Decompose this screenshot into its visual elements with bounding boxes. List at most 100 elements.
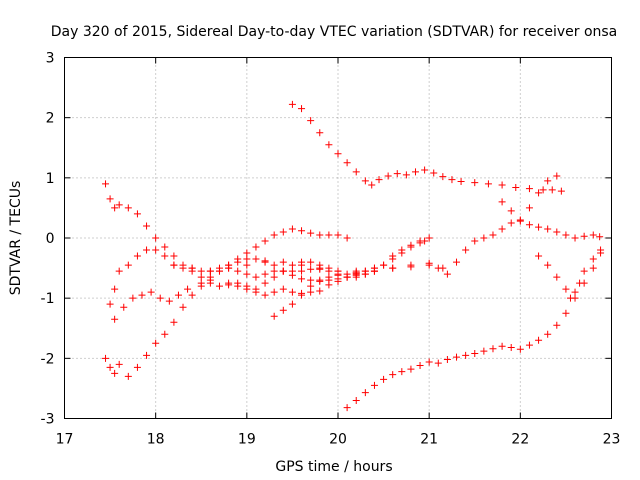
- data-point: [115, 201, 123, 209]
- data-point: [507, 207, 515, 215]
- x-tick-label: 21: [420, 432, 438, 448]
- data-point: [425, 358, 433, 366]
- data-point: [288, 300, 296, 308]
- data-point: [270, 267, 278, 275]
- data-point: [152, 246, 160, 254]
- data-point: [252, 273, 260, 281]
- data-point: [507, 344, 515, 352]
- data-point: [471, 237, 479, 245]
- data-point: [307, 276, 315, 284]
- data-point: [270, 231, 278, 239]
- data-point: [325, 231, 333, 239]
- data-point: [307, 282, 315, 290]
- data-point: [325, 267, 333, 275]
- data-point: [115, 267, 123, 275]
- y-tick-label: -2: [41, 351, 55, 367]
- data-point: [462, 351, 470, 359]
- data-point: [161, 243, 169, 251]
- data-point: [129, 294, 137, 302]
- series-7: [102, 180, 433, 293]
- data-point: [535, 336, 543, 344]
- series-11: [270, 237, 429, 320]
- data-point: [402, 171, 410, 179]
- data-point: [188, 264, 196, 272]
- data-point: [307, 258, 315, 266]
- data-point: [535, 252, 543, 260]
- chart-title: Day 320 of 2015, Sidereal Day-to-day VTE…: [51, 24, 618, 40]
- y-tick-label: 2: [46, 111, 55, 127]
- data-point: [525, 341, 533, 349]
- data-point: [571, 234, 579, 242]
- data-point: [120, 303, 128, 311]
- data-point: [507, 219, 515, 227]
- data-point: [516, 345, 524, 353]
- series-9: [111, 259, 442, 323]
- data-point: [179, 264, 187, 272]
- data-point: [161, 252, 169, 260]
- data-point: [115, 360, 123, 368]
- data-point: [343, 159, 351, 167]
- data-point: [252, 243, 260, 251]
- data-point: [288, 267, 296, 275]
- x-tick-label: 23: [603, 432, 621, 448]
- data-point: [206, 273, 214, 281]
- data-point: [307, 229, 315, 237]
- data-point: [106, 300, 114, 308]
- y-tick-label: -1: [41, 291, 55, 307]
- data-point: [325, 141, 333, 149]
- series-1: [288, 100, 565, 195]
- data-point: [316, 287, 324, 295]
- y-tick-label: 3: [46, 51, 55, 67]
- data-point: [147, 288, 155, 296]
- data-point: [498, 342, 506, 350]
- data-point: [288, 288, 296, 296]
- data-point: [352, 269, 360, 277]
- data-point: [421, 237, 429, 245]
- data-point: [124, 261, 132, 269]
- data-point: [462, 246, 470, 254]
- series-3: [535, 246, 605, 302]
- data-point: [334, 231, 342, 239]
- data-point: [489, 231, 497, 239]
- data-point: [270, 261, 278, 269]
- data-point: [398, 368, 406, 376]
- data-point: [411, 168, 419, 176]
- data-point: [389, 371, 397, 379]
- data-point: [188, 291, 196, 299]
- data-point: [525, 204, 533, 212]
- data-point: [261, 237, 269, 245]
- data-point: [143, 222, 151, 230]
- data-point: [133, 252, 141, 260]
- data-point: [434, 359, 442, 367]
- data-point: [380, 375, 388, 383]
- data-point: [298, 258, 306, 266]
- data-point: [439, 173, 447, 181]
- data-point: [288, 225, 296, 233]
- data-point: [298, 291, 306, 299]
- data-point: [544, 177, 552, 185]
- series-5: [498, 172, 561, 224]
- data-point: [471, 350, 479, 358]
- data-point: [298, 275, 306, 283]
- data-point: [553, 228, 561, 236]
- data-point: [375, 176, 383, 184]
- data-point: [111, 315, 119, 323]
- data-point: [325, 281, 333, 289]
- data-point: [334, 277, 342, 285]
- data-layer: [102, 100, 605, 412]
- data-point: [111, 204, 119, 212]
- data-point: [138, 291, 146, 299]
- data-point: [480, 234, 488, 242]
- plot-frame: [64, 57, 612, 419]
- data-point: [343, 404, 351, 412]
- data-point: [544, 225, 552, 233]
- data-point: [361, 177, 369, 185]
- data-point: [512, 183, 520, 191]
- data-point: [589, 231, 597, 239]
- data-point: [421, 166, 429, 174]
- data-point: [498, 181, 506, 189]
- data-point: [535, 189, 543, 197]
- data-point: [102, 180, 110, 188]
